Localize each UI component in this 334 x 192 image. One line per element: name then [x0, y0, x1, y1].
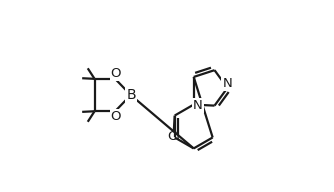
- Text: O: O: [111, 67, 121, 80]
- Text: N: N: [193, 99, 203, 112]
- Text: B: B: [126, 88, 136, 102]
- Text: Cl: Cl: [167, 130, 180, 143]
- Text: N: N: [222, 77, 232, 90]
- Text: O: O: [111, 110, 121, 123]
